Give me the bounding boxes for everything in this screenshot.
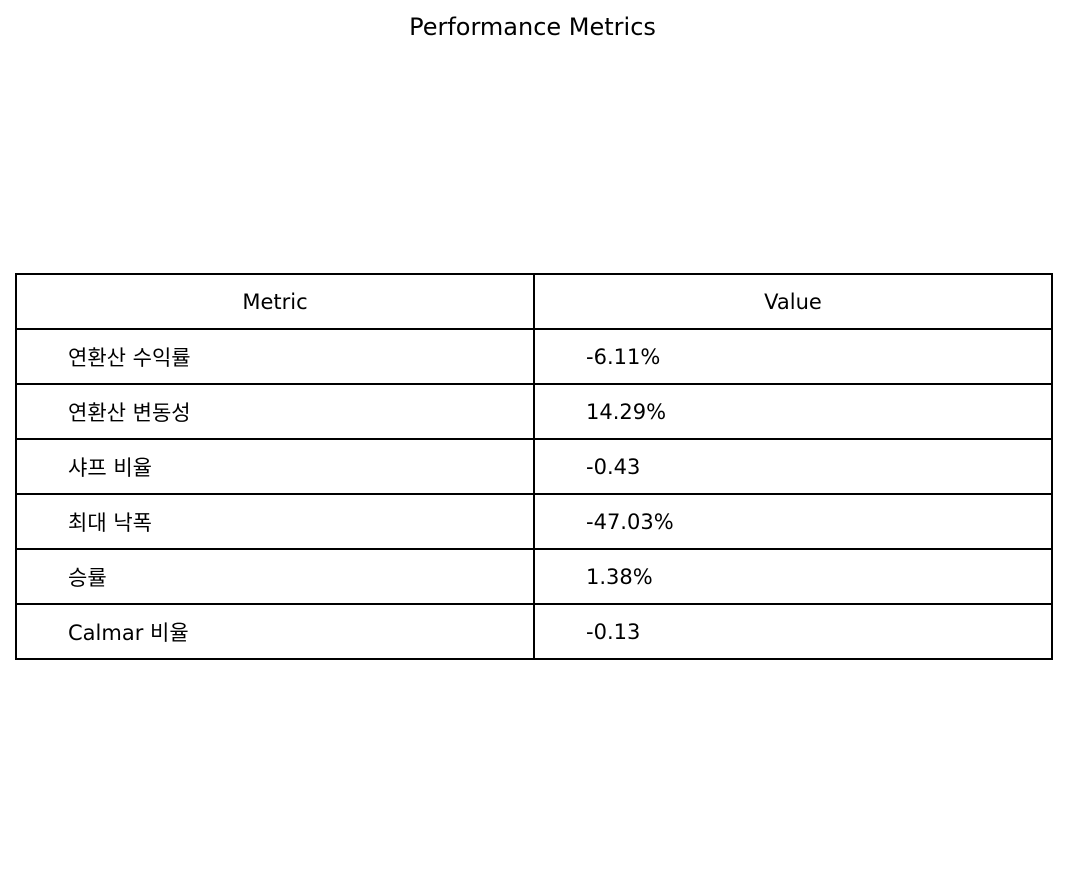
column-header-metric: Metric — [15, 273, 535, 330]
metric-cell: 연환산 수익률 — [15, 328, 535, 385]
value-cell: -0.13 — [533, 603, 1053, 660]
metric-cell: 샤프 비율 — [15, 438, 535, 495]
table-header-row: Metric Value — [15, 273, 1053, 330]
column-header-value: Value — [533, 273, 1053, 330]
metric-cell: 최대 낙폭 — [15, 493, 535, 550]
table-row: 최대 낙폭 -47.03% — [15, 493, 1053, 550]
table-row: 연환산 수익률 -6.11% — [15, 328, 1053, 385]
table-row: Calmar 비율 -0.13 — [15, 603, 1053, 660]
metric-cell: Calmar 비율 — [15, 603, 535, 660]
metrics-table: Metric Value 연환산 수익률 -6.11% 연환산 변동성 14.2… — [15, 273, 1053, 660]
metric-cell: 승률 — [15, 548, 535, 605]
value-cell: 1.38% — [533, 548, 1053, 605]
table-row: 승률 1.38% — [15, 548, 1053, 605]
table-row: 샤프 비율 -0.43 — [15, 438, 1053, 495]
value-cell: -47.03% — [533, 493, 1053, 550]
table-row: 연환산 변동성 14.29% — [15, 383, 1053, 440]
metric-cell: 연환산 변동성 — [15, 383, 535, 440]
value-cell: -0.43 — [533, 438, 1053, 495]
value-cell: 14.29% — [533, 383, 1053, 440]
value-cell: -6.11% — [533, 328, 1053, 385]
chart-title: Performance Metrics — [409, 13, 656, 41]
